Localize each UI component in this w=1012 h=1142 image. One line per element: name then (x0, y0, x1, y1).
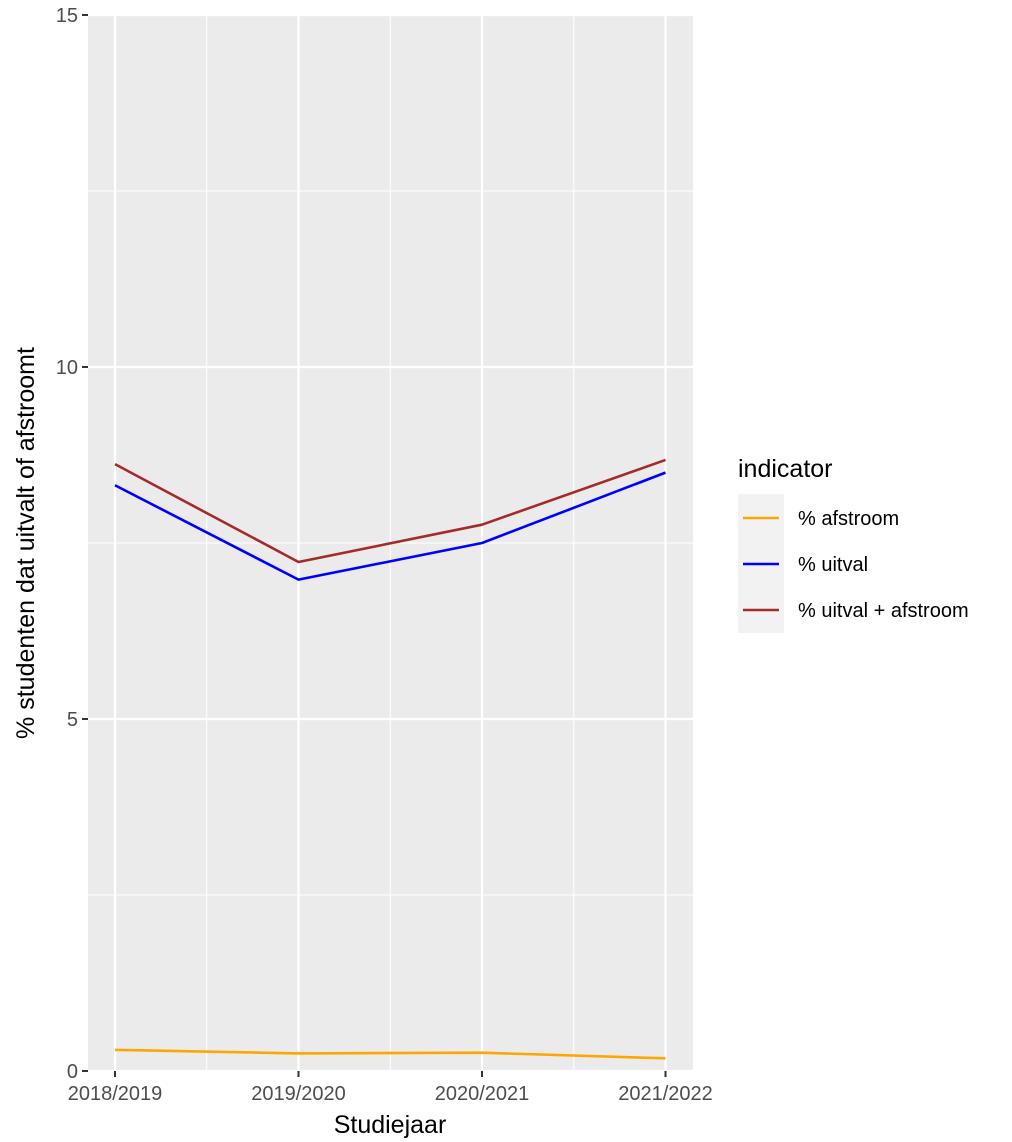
legend-label: % uitval (798, 554, 868, 576)
series-line (114, 458, 666, 564)
series-line (114, 471, 666, 581)
x-tick-label: 2019/2020 (251, 1083, 346, 1105)
y-axis-title: % studenten dat uitvalt of afstroomt (12, 347, 40, 739)
y-tick-label: 0 (67, 1061, 78, 1083)
legend-label: % uitval + afstroom (798, 600, 969, 622)
series-line (114, 1048, 666, 1060)
legend-label: % afstroom (798, 508, 899, 530)
x-tick-label: 2018/2019 (68, 1083, 163, 1105)
x-tick-label: 2020/2021 (435, 1083, 530, 1105)
y-tick-label: 10 (56, 357, 78, 379)
legend: indicator % afstroom % uitval % uitval + a… (738, 455, 969, 633)
y-tick-label: 15 (56, 5, 78, 27)
axis-ticks (82, 14, 667, 1077)
series-lines (114, 458, 666, 1060)
y-tick-labels: 0 5 10 15 (56, 5, 78, 1083)
x-tick-labels: 2018/2019 2019/2020 2020/2021 2021/2022 (68, 1083, 713, 1105)
legend-title: indicator (738, 455, 833, 483)
major-gridlines (88, 13, 693, 1073)
y-tick-label: 5 (67, 709, 78, 731)
x-axis-title: Studiejaar (334, 1111, 447, 1139)
legend-items: % afstroom % uitval % uitval + afstroom (743, 508, 969, 622)
x-tick-label: 2021/2022 (618, 1083, 713, 1105)
